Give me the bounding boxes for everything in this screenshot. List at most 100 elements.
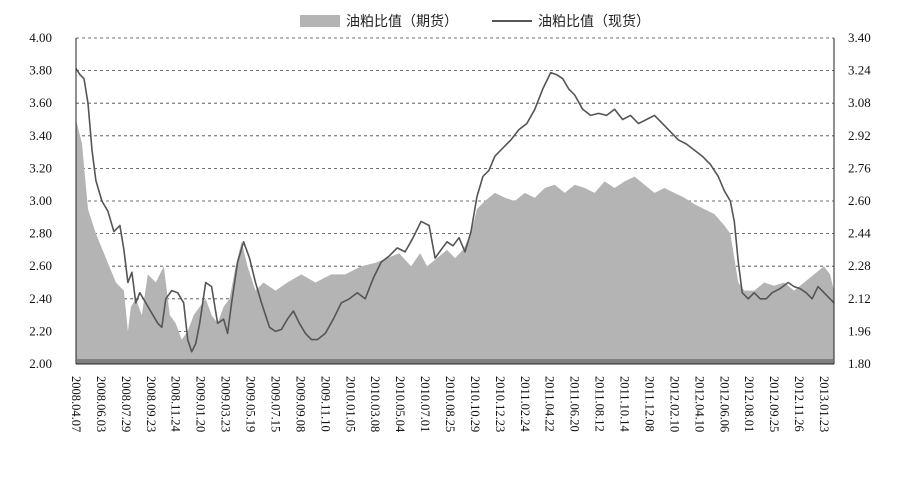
- x-tick: 2012.04.10: [692, 376, 706, 432]
- x-tick-label: 2011.02.24: [518, 376, 532, 433]
- left-tick-label: 3.40: [29, 128, 52, 143]
- left-tick-label: 3.20: [29, 160, 52, 175]
- chart-legend: 油粕比值（期货） 油粕比值（现货）: [300, 8, 650, 34]
- spot-line: [75, 68, 835, 353]
- x-tick: 2012.06.06: [717, 376, 731, 432]
- right-tick-label: 2.76: [848, 160, 871, 175]
- x-tick-label: 2010.08.25: [443, 376, 457, 432]
- x-tick: 2008.06.03: [94, 376, 108, 432]
- x-tick-label: 2009.03.23: [219, 376, 233, 432]
- x-tick: 2008.09.23: [144, 376, 158, 432]
- x-tick: 2010.07.01: [418, 376, 432, 432]
- x-tick: 2011.02.24: [518, 376, 532, 433]
- x-tick-label: 2013.01.23: [817, 376, 831, 432]
- x-tick-label: 2011.08.12: [593, 376, 607, 432]
- x-tick: 2010.08.25: [443, 376, 457, 432]
- x-tick-label: 2009.01.20: [194, 376, 208, 432]
- x-tick: 2010.12.23: [493, 376, 507, 432]
- legend-label-futures: 油粕比值（期货）: [346, 14, 458, 30]
- axes: [75, 38, 835, 365]
- x-tick: 2008.07.29: [119, 376, 133, 432]
- x-tick-label: 2011.10.14: [618, 376, 632, 433]
- x-tick: 2010.01.05: [343, 376, 357, 432]
- x-tick-label: 2009.05.19: [244, 376, 258, 432]
- x-tick-label: 2012.02.10: [667, 376, 681, 432]
- left-tick-label: 4.00: [29, 30, 52, 45]
- x-tick-label: 2011.06.20: [568, 376, 582, 432]
- right-tick-label: 3.40: [848, 30, 871, 45]
- x-tick-label: 2008.04.07: [69, 376, 83, 432]
- x-tick-label: 2011.12.08: [643, 376, 657, 432]
- right-tick-label: 2.60: [848, 193, 871, 208]
- left-tick-label: 3.60: [29, 95, 52, 110]
- x-tick-label: 2010.05.04: [393, 376, 407, 433]
- x-tick-label: 2009.09.08: [293, 376, 307, 432]
- x-tick-label: 2009.07.15: [269, 376, 283, 432]
- left-tick-label: 2.20: [29, 323, 52, 338]
- right-tick-label: 2.12: [848, 291, 871, 306]
- left-tick-label: 2.60: [29, 258, 52, 273]
- futures-area-layer: [76, 119, 834, 364]
- right-axis-ticks: 1.80 1.96 2.12 2.28 2.44 2.60 2.76 2.92 3.08 3.24…: [848, 30, 871, 371]
- x-tick-label: 2012.06.06: [717, 376, 731, 432]
- right-tick-label: 2.92: [848, 128, 871, 143]
- right-tick-label: 3.24: [848, 63, 871, 78]
- x-tick-label: 2012.08.01: [742, 376, 756, 432]
- right-tick-label: 2.44: [848, 226, 871, 241]
- x-tick: 2008.11.24: [169, 376, 183, 433]
- x-tick: 2010.05.04: [393, 376, 407, 433]
- x-tick: 2010.10.29: [468, 376, 482, 432]
- x-tick-label: 2010.03.08: [368, 376, 382, 432]
- left-tick-label: 2.80: [29, 226, 52, 241]
- x-tick: 2009.11.10: [318, 376, 332, 432]
- x-tick: 2012.08.01: [742, 376, 756, 432]
- x-tick: 2012.02.10: [667, 376, 681, 432]
- x-tick-label: 2008.09.23: [144, 376, 158, 432]
- x-tick-label: 2011.04.22: [543, 376, 557, 432]
- x-tick: 2009.09.08: [293, 376, 307, 432]
- x-tick-label: 2009.11.10: [318, 376, 332, 432]
- x-tick: 2013.01.23: [817, 376, 831, 432]
- x-tick-label: 2010.01.05: [343, 376, 357, 432]
- right-tick-label: 3.08: [848, 95, 871, 110]
- x-tick: 2011.04.22: [543, 376, 557, 432]
- x-tick: 2010.03.08: [368, 376, 382, 432]
- x-tick-label: 2010.07.01: [418, 376, 432, 432]
- left-tick-label: 3.00: [29, 193, 52, 208]
- legend-item-futures[interactable]: 油粕比值（期货）: [300, 11, 458, 31]
- spot-line-layer: [75, 68, 835, 353]
- right-tick-label: 1.80: [848, 356, 871, 371]
- left-tick-label: 2.00: [29, 356, 52, 371]
- x-tick: 2012.11.26: [792, 376, 806, 432]
- x-tick: 2008.04.07: [69, 376, 83, 432]
- x-tick: 2012.09.25: [767, 376, 781, 432]
- x-tick: 2009.03.23: [219, 376, 233, 432]
- left-tick-label: 2.40: [29, 291, 52, 306]
- left-tick-label: 3.80: [29, 63, 52, 78]
- right-tick-label: 1.96: [848, 323, 871, 338]
- legend-swatch-spot: [492, 20, 532, 22]
- x-tick-label: 2010.12.23: [493, 376, 507, 432]
- x-tick: 2011.06.20: [568, 376, 582, 432]
- right-tick-label: 2.28: [848, 258, 871, 273]
- x-tick: 2009.01.20: [194, 376, 208, 432]
- x-tick-label: 2008.06.03: [94, 376, 108, 432]
- x-tick-label: 2012.09.25: [767, 376, 781, 432]
- x-tick-label: 2012.11.26: [792, 376, 806, 432]
- x-tick-label: 2008.11.24: [169, 376, 183, 433]
- legend-label-spot: 油粕比值（现货）: [538, 14, 650, 30]
- x-tick-label: 2012.04.10: [692, 376, 706, 432]
- legend-swatch-futures: [300, 15, 340, 27]
- x-tick-label: 2010.10.29: [468, 376, 482, 432]
- x-tick: 2009.05.19: [244, 376, 258, 432]
- x-tick: 2011.08.12: [593, 376, 607, 432]
- x-tick-label: 2008.07.29: [119, 376, 133, 432]
- x-tick: 2011.12.08: [643, 376, 657, 432]
- futures-area: [76, 119, 834, 364]
- legend-item-spot[interactable]: 油粕比值（现货）: [492, 11, 650, 31]
- x-tick: 2009.07.15: [269, 376, 283, 432]
- left-axis-ticks: 2.00 2.20 2.40 2.60 2.80 3.00 3.20 3.40 3.60 3.80…: [29, 30, 52, 371]
- x-tick: 2011.10.14: [618, 376, 632, 433]
- x-axis-ticks: 2008.04.07 2008.06.03 2008.07.29 2008.09.23…: [69, 376, 831, 433]
